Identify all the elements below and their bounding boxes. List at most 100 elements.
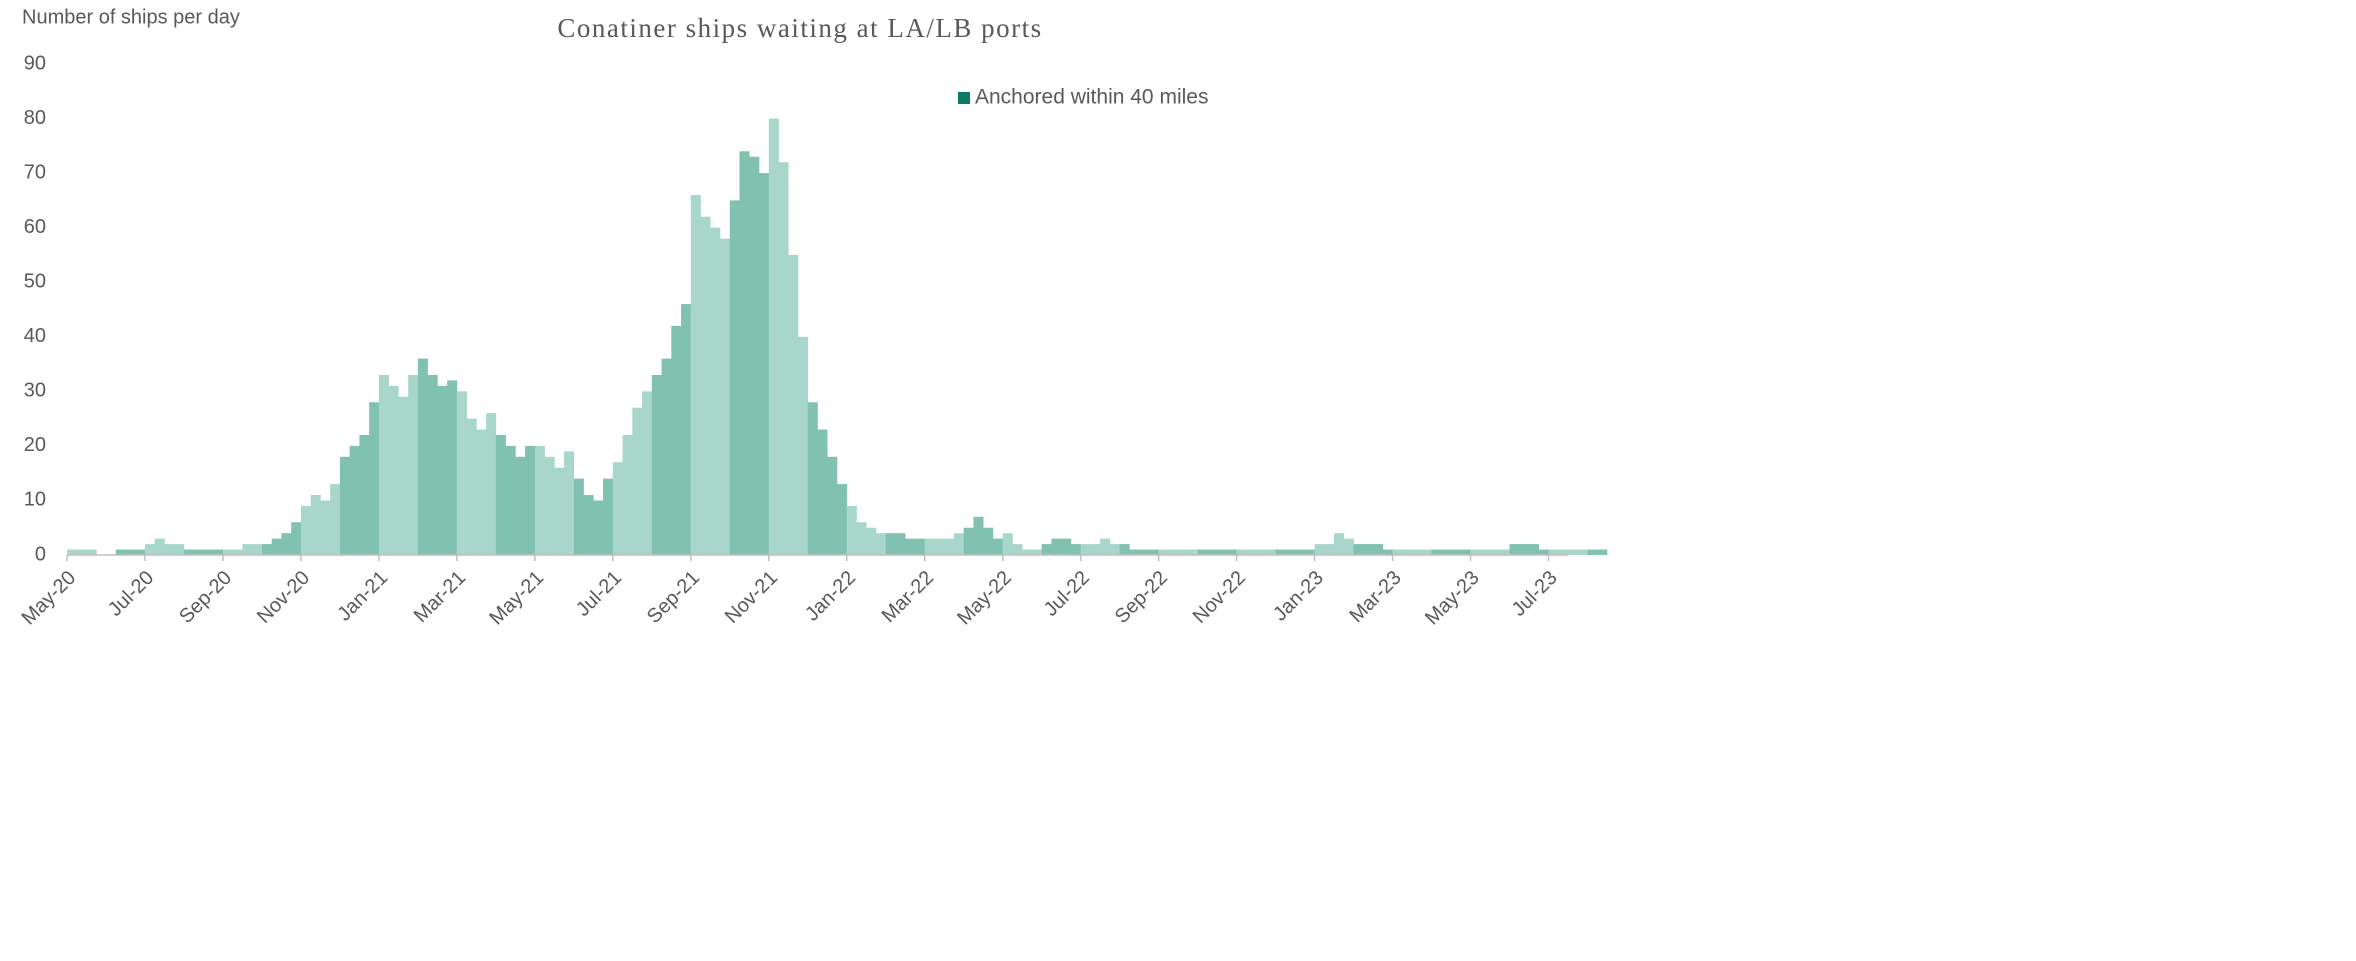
bar xyxy=(1499,549,1510,555)
x-tick-label: Jul-21 xyxy=(572,567,626,621)
bar xyxy=(281,533,292,555)
bar xyxy=(359,434,370,555)
bar xyxy=(534,445,545,555)
bar xyxy=(1275,549,1286,555)
chart-title: Conatiner ships waiting at LA/LB ports xyxy=(557,13,1042,43)
bar xyxy=(1100,538,1111,555)
bar xyxy=(1012,544,1023,555)
bar xyxy=(768,118,779,556)
bar xyxy=(905,538,916,555)
x-tick-label: Nov-21 xyxy=(721,567,782,628)
bar xyxy=(1148,549,1159,555)
bar xyxy=(1119,544,1130,555)
x-tick-label: Jul-23 xyxy=(1508,567,1562,621)
bar xyxy=(1090,544,1101,555)
bar xyxy=(203,549,214,555)
bar xyxy=(1246,549,1257,555)
bar xyxy=(291,522,302,555)
bar xyxy=(914,538,926,555)
x-tick-label: Jan-21 xyxy=(333,567,392,626)
bar xyxy=(515,456,526,555)
y-tick-label: 0 xyxy=(35,543,46,565)
bar xyxy=(817,429,828,555)
bar xyxy=(992,538,1003,555)
bar xyxy=(1538,549,1549,555)
bar xyxy=(349,445,360,555)
bar xyxy=(339,456,350,555)
bar xyxy=(261,544,272,555)
bar xyxy=(671,325,682,555)
bar xyxy=(1480,549,1491,555)
bar xyxy=(174,544,185,555)
bar xyxy=(86,549,97,555)
bar xyxy=(437,385,448,555)
x-tick-label: Nov-20 xyxy=(253,567,314,628)
bar xyxy=(1402,549,1413,555)
bar xyxy=(573,478,584,555)
bar xyxy=(222,549,233,555)
bar xyxy=(875,533,887,555)
bar xyxy=(1597,549,1608,555)
y-tick-label: 50 xyxy=(24,271,46,293)
bar xyxy=(330,484,341,555)
bar xyxy=(564,451,575,555)
x-tick-label: Sep-21 xyxy=(643,567,704,628)
x-tick-label: May-23 xyxy=(1421,567,1484,630)
bar xyxy=(388,385,399,555)
bar xyxy=(963,527,974,555)
bar xyxy=(1558,549,1569,555)
bar xyxy=(1431,549,1442,555)
bar xyxy=(642,391,653,555)
bar xyxy=(788,254,799,555)
bar xyxy=(183,549,195,555)
bar xyxy=(466,418,477,555)
bar xyxy=(1129,549,1140,555)
bar xyxy=(866,527,877,555)
bar xyxy=(1412,549,1423,555)
bar xyxy=(846,505,857,555)
bar xyxy=(398,396,409,555)
bar xyxy=(1109,544,1120,555)
bar xyxy=(1041,544,1052,555)
bar xyxy=(320,500,331,555)
bar xyxy=(76,549,87,555)
bar xyxy=(447,380,458,555)
bar xyxy=(213,549,224,555)
legend-label: Anchored within 40 miles xyxy=(975,86,1208,109)
x-tick-label: Sep-20 xyxy=(175,567,236,628)
bar xyxy=(593,500,604,555)
bar xyxy=(1519,544,1530,555)
x-tick-label: Nov-22 xyxy=(1189,567,1250,628)
bar xyxy=(1168,549,1179,555)
x-tick-label: Sep-22 xyxy=(1111,567,1172,628)
bar xyxy=(1343,538,1354,555)
bar xyxy=(729,200,740,555)
bar xyxy=(495,434,506,555)
bar xyxy=(720,238,731,556)
bar xyxy=(456,391,467,555)
bar xyxy=(1080,544,1091,555)
x-tick-label: May-20 xyxy=(18,567,81,630)
bar xyxy=(661,358,672,555)
bar xyxy=(476,429,487,555)
y-tick-label: 70 xyxy=(24,161,46,183)
bar xyxy=(798,336,809,555)
y-tick-label: 60 xyxy=(24,216,46,238)
bar xyxy=(164,544,175,555)
bar xyxy=(1548,549,1559,555)
bar xyxy=(700,216,711,555)
bar xyxy=(1197,549,1208,555)
y-tick-label: 10 xyxy=(24,489,46,511)
bar xyxy=(1363,544,1374,555)
bar xyxy=(1470,549,1481,555)
x-tick-label: Mar-21 xyxy=(410,567,470,627)
bar xyxy=(1490,549,1501,555)
bar xyxy=(651,374,662,555)
bar xyxy=(378,374,389,555)
bar xyxy=(1051,538,1062,555)
bar xyxy=(1061,538,1072,555)
bar xyxy=(232,549,243,555)
bar xyxy=(934,538,945,555)
bar xyxy=(749,156,760,555)
